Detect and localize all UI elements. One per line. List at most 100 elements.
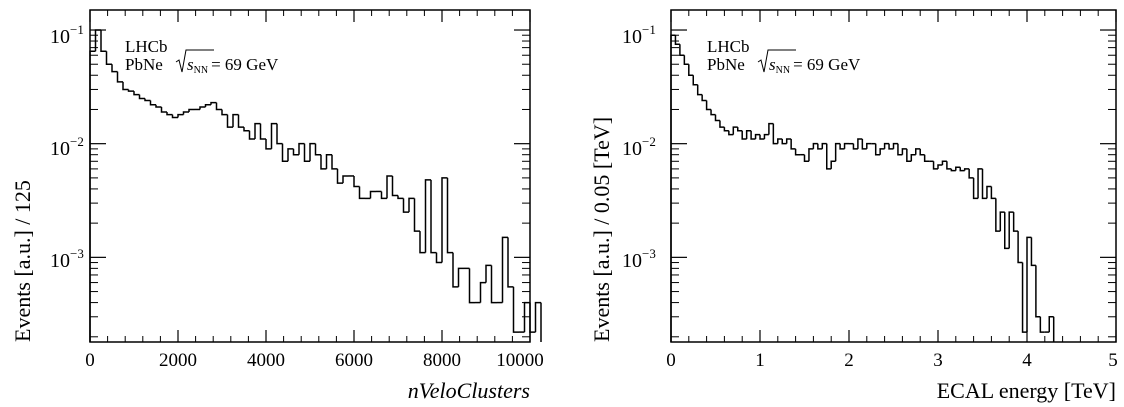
right-hist-bin <box>972 177 979 200</box>
right-xtick-label-4: 4 <box>1022 350 1032 371</box>
right-ytick-label-3: 10−3 <box>622 246 656 272</box>
right-hist-bin <box>817 143 823 150</box>
left-xtick-label-5: 10000 <box>496 350 544 371</box>
left-hist-bin <box>507 237 514 288</box>
right-hist-bin <box>785 138 792 144</box>
left-hist-bin <box>155 104 162 108</box>
left-hist-bin <box>221 109 228 116</box>
right-hist-bin <box>857 138 863 149</box>
left-sqrt-symbol <box>175 49 214 73</box>
right-xtick-label-0: 0 <box>666 350 676 371</box>
left-hist-bin <box>254 122 261 139</box>
left-hist-bin <box>237 114 244 128</box>
right-xtick-label-2: 2 <box>844 350 854 371</box>
left-y-ticks <box>90 29 530 338</box>
right-hist-bin <box>843 142 849 149</box>
left-hist-bin <box>111 64 118 73</box>
left-hist-bin <box>177 113 184 118</box>
left-hist-bin <box>100 30 107 53</box>
right-ytick-label-2: 10−2 <box>622 134 656 160</box>
right-hist-bin <box>741 130 747 140</box>
left-hist-bin <box>468 268 475 304</box>
right-hist-bin <box>692 75 698 86</box>
left-hist-bin <box>501 236 508 303</box>
left-hist-bin <box>523 301 530 333</box>
left-hist-bin <box>441 177 448 263</box>
left-ytick-label-1: 10−1 <box>50 22 84 48</box>
right-xtick-label-3: 3 <box>933 350 943 371</box>
right-hist-bin <box>879 148 885 155</box>
left-hist-bin <box>435 252 442 264</box>
right-hist-bin <box>959 167 965 172</box>
left-hist-bin <box>259 123 266 140</box>
right-hist-bin <box>883 142 890 149</box>
right-hist-bin <box>995 198 1001 232</box>
right-hist-bin <box>683 55 689 65</box>
left-hist-bin <box>232 113 239 128</box>
left-hist-bin <box>457 267 464 287</box>
right-hist-bin <box>892 142 898 149</box>
right-hist-bin <box>1021 262 1027 333</box>
right-hist-bin <box>937 164 943 169</box>
left-hist-bin <box>386 175 393 199</box>
left-xtick-label-1: 2000 <box>159 350 197 371</box>
right-hist-bin <box>950 168 956 172</box>
right-hist-bin <box>981 168 987 200</box>
right-hist-bin <box>852 143 858 150</box>
left-hist-bin <box>430 179 437 254</box>
right-hist-bin <box>679 44 685 56</box>
right-y-ticks <box>671 29 1116 338</box>
right-hist-bin <box>803 154 809 163</box>
right-sqrt-symbol <box>757 49 796 73</box>
right-hist-bin <box>1039 316 1045 333</box>
right-hist-bin <box>1004 212 1010 250</box>
right-hist-bin <box>768 122 774 135</box>
left-hist-bin <box>182 111 189 115</box>
right-hist-bin <box>963 168 970 171</box>
left-hist-bin <box>149 100 156 106</box>
left-hist-bin <box>408 197 415 213</box>
right-hist-bin <box>866 142 872 149</box>
left-hist-bin <box>215 102 222 111</box>
left-hist-bin <box>369 190 376 199</box>
left-hist-bin <box>248 130 255 140</box>
left-hist-bin <box>380 191 387 200</box>
right-hist-bin <box>705 100 712 111</box>
left-hist-bin <box>226 114 233 128</box>
right-hist-bin <box>777 138 783 144</box>
right-hist-bin <box>839 143 845 150</box>
left-hist-bin <box>171 114 178 119</box>
right-hist-bin <box>723 127 729 132</box>
left-hist-bin <box>298 142 305 155</box>
right-hist-bin <box>1030 237 1036 267</box>
right-hist-bin <box>701 94 707 102</box>
right-hist-bin <box>696 84 703 96</box>
right-hist-bin <box>923 154 930 163</box>
right-hist-bin <box>915 148 921 155</box>
left-hist-bin <box>160 107 167 113</box>
left-ytick-label-2: 10−2 <box>50 134 84 160</box>
left-hist-bin <box>105 51 112 65</box>
left-xtick-label-0: 0 <box>85 350 95 371</box>
left-hist-bin <box>265 138 272 150</box>
right-hist-bin <box>874 143 881 156</box>
right-hist-bin <box>910 153 916 162</box>
right-hist-bin <box>990 186 996 200</box>
left-hist-bin <box>138 94 145 100</box>
right-hist-bin <box>999 211 1005 232</box>
right-system-label: PbNe <box>707 55 745 74</box>
left-hist-bin <box>534 301 541 333</box>
right-hist-bin <box>968 168 974 179</box>
right-hist-bin <box>759 134 765 140</box>
right-hist-bin <box>728 130 734 136</box>
left-hist-bin <box>127 89 134 92</box>
right-x-ticks <box>670 10 1117 342</box>
right-hist-bin <box>710 109 716 116</box>
right-hist-bin <box>901 148 907 155</box>
right-hist-bin <box>719 120 725 128</box>
right-hist-bin <box>897 143 903 156</box>
left-energy-label: sNN = 69 GeV <box>187 55 279 76</box>
left-plot-frame <box>89 9 531 343</box>
right-hist-bin <box>1026 236 1032 333</box>
left-hist-bin <box>358 186 365 200</box>
